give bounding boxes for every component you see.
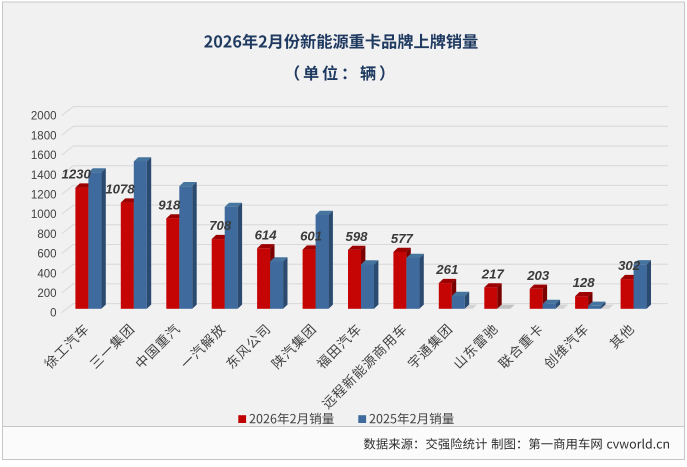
svg-text:1200: 1200	[31, 190, 57, 202]
svg-text:400: 400	[37, 268, 56, 280]
svg-text:598: 598	[345, 229, 368, 244]
svg-text:918: 918	[158, 197, 181, 212]
svg-text:1800: 1800	[31, 130, 57, 142]
svg-text:1400: 1400	[31, 170, 57, 182]
svg-text:2000: 2000	[31, 111, 57, 123]
svg-text:0: 0	[50, 308, 56, 320]
svg-text:601: 601	[300, 229, 322, 244]
svg-text:200: 200	[37, 288, 56, 300]
svg-text:614: 614	[255, 227, 278, 242]
svg-text:217: 217	[481, 266, 505, 281]
svg-text:1230: 1230	[62, 167, 92, 182]
svg-text:128: 128	[573, 275, 596, 290]
svg-text:1078: 1078	[105, 182, 135, 197]
svg-text:600: 600	[37, 249, 56, 261]
svg-text:261: 261	[435, 262, 458, 277]
svg-text:708: 708	[209, 218, 232, 233]
svg-text:1600: 1600	[31, 150, 57, 162]
svg-text:203: 203	[526, 268, 550, 283]
svg-text:800: 800	[37, 229, 56, 241]
svg-text:577: 577	[391, 231, 414, 246]
svg-text:302: 302	[618, 258, 641, 273]
svg-text:1000: 1000	[31, 209, 57, 221]
